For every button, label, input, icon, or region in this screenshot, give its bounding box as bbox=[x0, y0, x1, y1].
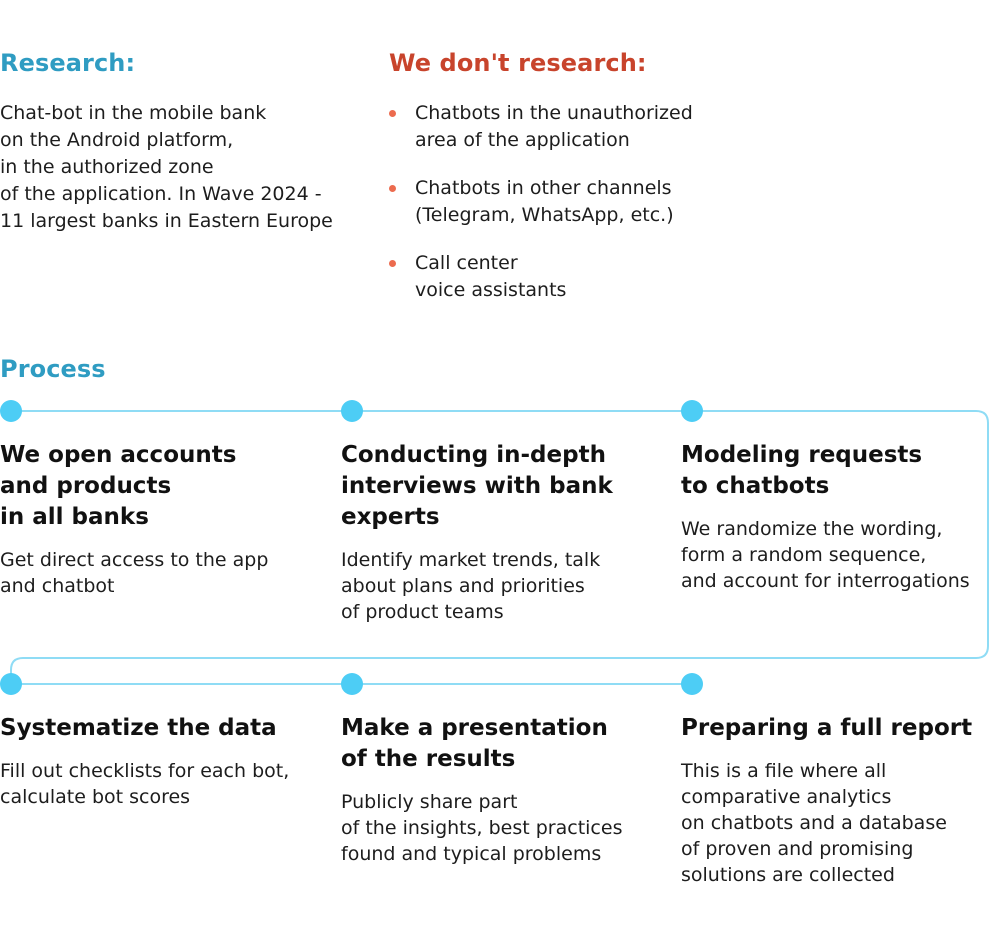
research-body: Chat-bot in the mobile bank on the Andro… bbox=[0, 100, 370, 235]
step-body-line: We randomize the wording, bbox=[681, 518, 943, 540]
step-body-line: This is a file where all bbox=[681, 760, 887, 782]
process-step-3: Modeling requests to chatbots We randomi… bbox=[681, 440, 999, 594]
step-title-line: experts bbox=[341, 504, 440, 530]
research-line: Chat-bot in the mobile bank bbox=[0, 101, 267, 124]
research-line: 11 largest banks in Eastern Europe bbox=[0, 209, 333, 232]
timeline-node-1[interactable] bbox=[0, 400, 22, 422]
step-body: Fill out checklists for each bot, calcul… bbox=[0, 758, 318, 810]
step-title-line: interviews with bank bbox=[341, 473, 613, 499]
step-title-line: Conducting in-depth bbox=[341, 442, 606, 468]
bullet-line: (Telegram, WhatsApp, etc.) bbox=[415, 203, 674, 226]
step-body-line: about plans and priorities bbox=[341, 575, 585, 597]
timeline-node-2[interactable] bbox=[341, 400, 363, 422]
step-body: Publicly share part of the insights, bes… bbox=[341, 789, 659, 867]
process-step-1: We open accounts and products in all ban… bbox=[0, 440, 318, 599]
step-body-line: form a random sequence, bbox=[681, 544, 927, 566]
step-body-line: found and typical problems bbox=[341, 843, 602, 865]
step-title-line: of the results bbox=[341, 746, 516, 772]
step-body-line: and chatbot bbox=[0, 575, 115, 597]
step-title-line: Systematize the data bbox=[0, 715, 277, 741]
step-title: Systematize the data bbox=[0, 713, 318, 744]
step-body: Get direct access to the app and chatbot bbox=[0, 547, 318, 599]
step-body: We randomize the wording, form a random … bbox=[681, 516, 999, 594]
list-item: Chatbots in the unauthorized area of the… bbox=[389, 100, 989, 154]
timeline-node-6[interactable] bbox=[681, 673, 703, 695]
step-title: We open accounts and products in all ban… bbox=[0, 440, 318, 533]
bullet-line: Chatbots in other channels bbox=[415, 176, 672, 199]
bullet-line: Chatbots in the unauthorized bbox=[415, 101, 693, 124]
not-research-heading: We don't research: bbox=[389, 49, 647, 77]
step-body-line: Get direct access to the app bbox=[0, 549, 269, 571]
step-body-line: of the insights, best practices bbox=[341, 817, 623, 839]
research-line: of the application. In Wave 2024 - bbox=[0, 182, 322, 205]
step-title-line: Make a presentation bbox=[341, 715, 608, 741]
research-line: in the authorized zone bbox=[0, 155, 214, 178]
research-heading: Research: bbox=[0, 49, 136, 77]
step-body-line: Identify market trends, talk bbox=[341, 549, 601, 571]
bullet-dot-icon bbox=[389, 109, 396, 117]
timeline-node-4[interactable] bbox=[0, 673, 22, 695]
not-research-bullet-list: Chatbots in the unauthorized area of the… bbox=[389, 100, 989, 304]
step-body-line: comparative analytics bbox=[681, 786, 892, 808]
step-body-line: calculate bot scores bbox=[0, 786, 191, 808]
step-title-line: We open accounts bbox=[0, 442, 237, 468]
step-body: This is a file where all comparative ana… bbox=[681, 758, 999, 888]
step-body-line: on chatbots and a database bbox=[681, 812, 947, 834]
step-title-line: in all banks bbox=[0, 504, 149, 530]
bullet-dot-icon bbox=[389, 184, 396, 192]
step-title: Preparing a full report bbox=[681, 713, 999, 744]
step-body-line: solutions are collected bbox=[681, 864, 895, 886]
timeline-node-3[interactable] bbox=[681, 400, 703, 422]
research-column: Research: Chat-bot in the mobile bank on… bbox=[0, 49, 370, 235]
step-body-line: Publicly share part bbox=[341, 791, 518, 813]
step-title: Conducting in-depth interviews with bank… bbox=[341, 440, 659, 533]
research-line: on the Android platform, bbox=[0, 128, 234, 151]
step-title: Make a presentation of the results bbox=[341, 713, 659, 775]
list-item: Call center voice assistants bbox=[389, 250, 989, 304]
step-title-line: Preparing a full report bbox=[681, 715, 973, 741]
bullet-dot-icon bbox=[389, 259, 396, 267]
step-body-line: and account for interrogations bbox=[681, 570, 970, 592]
step-body: Identify market trends, talk about plans… bbox=[341, 547, 659, 625]
step-title-line: Modeling requests bbox=[681, 442, 923, 468]
process-step-5: Make a presentation of the results Publi… bbox=[341, 713, 659, 867]
bullet-line: area of the application bbox=[415, 128, 630, 151]
timeline-node-5[interactable] bbox=[341, 673, 363, 695]
not-research-column: We don't research: Chatbots in the unaut… bbox=[389, 49, 989, 304]
process-step-6: Preparing a full report This is a file w… bbox=[681, 713, 999, 888]
step-body-line: of proven and promising bbox=[681, 838, 914, 860]
process-step-2: Conducting in-depth interviews with bank… bbox=[341, 440, 659, 625]
list-item: Chatbots in other channels (Telegram, Wh… bbox=[389, 175, 989, 229]
step-body-line: Fill out checklists for each bot, bbox=[0, 760, 290, 782]
step-title-line: and products bbox=[0, 473, 172, 499]
process-heading: Process bbox=[0, 355, 106, 383]
step-title: Modeling requests to chatbots bbox=[681, 440, 999, 502]
process-step-4: Systematize the data Fill out checklists… bbox=[0, 713, 318, 810]
step-body-line: of product teams bbox=[341, 601, 504, 623]
bullet-line: Call center bbox=[415, 251, 518, 274]
top-section: Research: Chat-bot in the mobile bank on… bbox=[0, 0, 1000, 330]
step-title-line: to chatbots bbox=[681, 473, 830, 499]
bullet-line: voice assistants bbox=[415, 278, 567, 301]
